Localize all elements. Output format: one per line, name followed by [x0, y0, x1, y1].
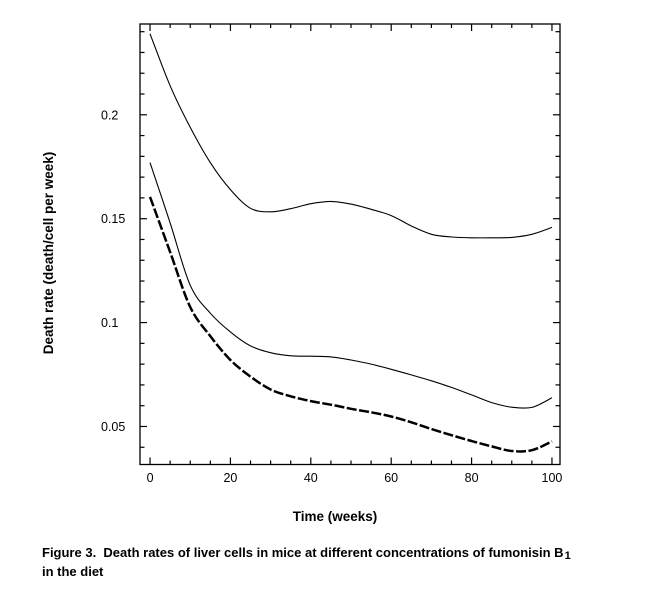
caption-line-1: Figure 3. Death rates of liver cells in … — [42, 544, 571, 563]
caption-subscript: 1 — [564, 550, 571, 562]
x-tick-label: 100 — [542, 471, 563, 485]
x-tick-label: 20 — [223, 471, 237, 485]
x-tick-label: 60 — [384, 471, 398, 485]
y-tick-label: 0.2 — [101, 108, 118, 122]
data-curves-group — [148, 33, 553, 453]
middle-curve — [149, 162, 553, 409]
y-tick-label: 0.05 — [101, 420, 125, 434]
axis-ticks-group — [140, 24, 560, 465]
x-tick-label: 40 — [304, 471, 318, 485]
upper-curve — [149, 33, 553, 239]
caption-line-1-text: Figure 3. Death rates of liver cells in … — [42, 545, 564, 560]
tick-labels-group: 0 20 40 60 80 100 0.05 0.1 0.15 0.2 — [101, 108, 562, 485]
caption-line-2: in the diet — [42, 564, 104, 579]
y-axis-title: Death rate (death/cell per week) — [41, 152, 56, 355]
plot-frame-group — [139, 23, 561, 466]
y-tick-label: 0.15 — [101, 212, 125, 226]
x-axis-title: Time (weeks) — [293, 509, 378, 524]
figure-caption: Figure 3. Death rates of liver cells in … — [42, 544, 571, 580]
x-tick-label: 0 — [147, 471, 154, 485]
plot-frame — [139, 23, 561, 466]
x-tick-label: 80 — [465, 471, 479, 485]
y-tick-label: 0.1 — [101, 316, 118, 330]
lower-curve — [148, 196, 553, 453]
